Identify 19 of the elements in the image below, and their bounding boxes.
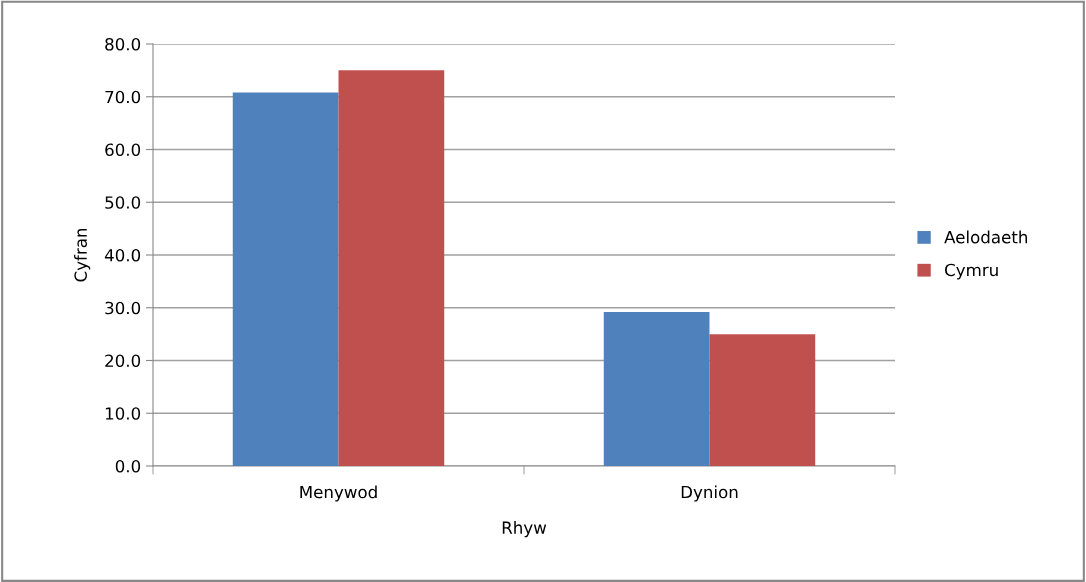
y-tick-label: 10.0 bbox=[105, 407, 141, 420]
x-tick-label: Dynion bbox=[681, 485, 738, 502]
bar bbox=[603, 311, 710, 466]
y-tick-label: 30.0 bbox=[105, 301, 141, 315]
y-tick-label: 70.0 bbox=[105, 90, 141, 104]
y-tick-label: 50.0 bbox=[105, 196, 141, 209]
x-tick-label: Menywod bbox=[300, 485, 377, 502]
legend-label: Aelodaeth bbox=[944, 230, 1028, 244]
y-tick-label: 0.0 bbox=[115, 459, 141, 473]
y-tick-label: 60.0 bbox=[105, 143, 141, 157]
bar bbox=[338, 70, 445, 466]
y-tick-label: 20.0 bbox=[105, 354, 141, 368]
bar bbox=[709, 334, 816, 466]
y-tick-label: 40.0 bbox=[104, 248, 141, 262]
y-axis-title: Cyfran bbox=[74, 228, 91, 282]
legend-label: Cymru bbox=[945, 263, 998, 280]
y-tick-label: 80.0 bbox=[105, 37, 141, 51]
bar bbox=[232, 92, 339, 466]
x-axis-title: Rhyw bbox=[502, 521, 547, 538]
